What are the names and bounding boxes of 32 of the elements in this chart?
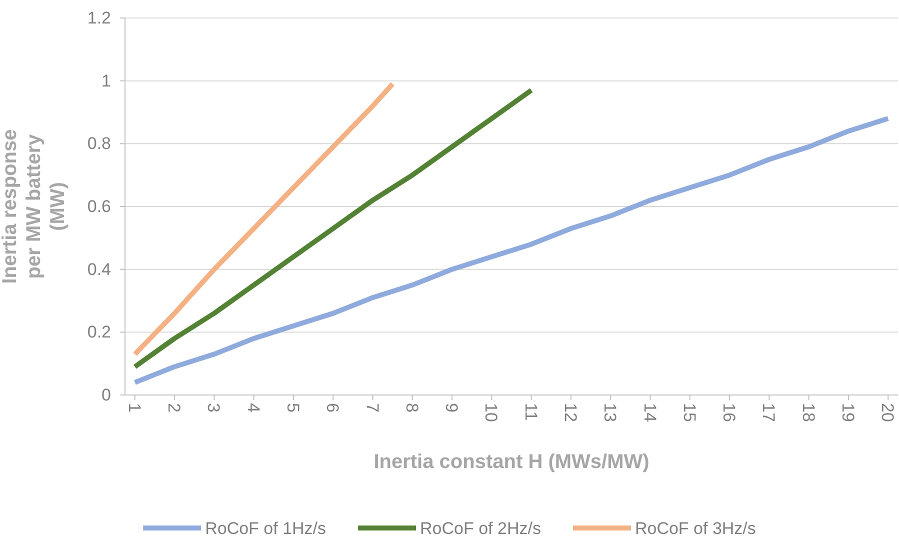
- y-tick-label: 1.2: [87, 8, 111, 28]
- x-tick-label: 11: [521, 403, 540, 421]
- y-tick-label: 0.2: [87, 322, 111, 342]
- y-axis-title: Inertia response per MW battery (MW): [0, 129, 69, 284]
- x-tick-label: 1: [124, 403, 144, 412]
- y-tick-label: 1: [102, 71, 111, 90]
- x-tick-label: 9: [442, 403, 462, 412]
- x-tick-label: 20: [878, 403, 898, 422]
- x-tick-label: 17: [759, 403, 778, 422]
- x-tick-label: 16: [720, 403, 739, 422]
- y-tick-label: 0: [102, 385, 111, 404]
- x-tick-label: 18: [798, 403, 818, 422]
- legend-label: RoCoF of 3Hz/s: [634, 518, 756, 538]
- y-tick-label: 0.4: [87, 260, 111, 279]
- x-tick-label: 10: [482, 403, 501, 422]
- x-tick-label: 4: [244, 403, 263, 412]
- x-tick-label: 2: [164, 403, 184, 412]
- y-tick-label: 0.6: [87, 196, 111, 216]
- x-tick-label: 5: [284, 403, 303, 412]
- x-tick-label: 12: [561, 403, 580, 422]
- x-tick-label: 6: [323, 403, 342, 412]
- x-tick-label: 13: [600, 403, 620, 422]
- y-tick-label: 0.8: [87, 134, 111, 154]
- x-axis-title: Inertia constant H (MWs/MW): [374, 451, 650, 473]
- legend-label: RoCoF of 2Hz/s: [420, 518, 541, 538]
- x-tick-label: 7: [362, 403, 382, 412]
- legend-label: RoCoF of 1Hz/s: [205, 518, 326, 538]
- x-tick-label: 15: [680, 403, 699, 422]
- x-tick-label: 19: [838, 403, 858, 422]
- x-tick-label: 8: [402, 403, 422, 412]
- x-tick-label: 3: [204, 403, 224, 412]
- x-tick-label: 14: [640, 403, 660, 422]
